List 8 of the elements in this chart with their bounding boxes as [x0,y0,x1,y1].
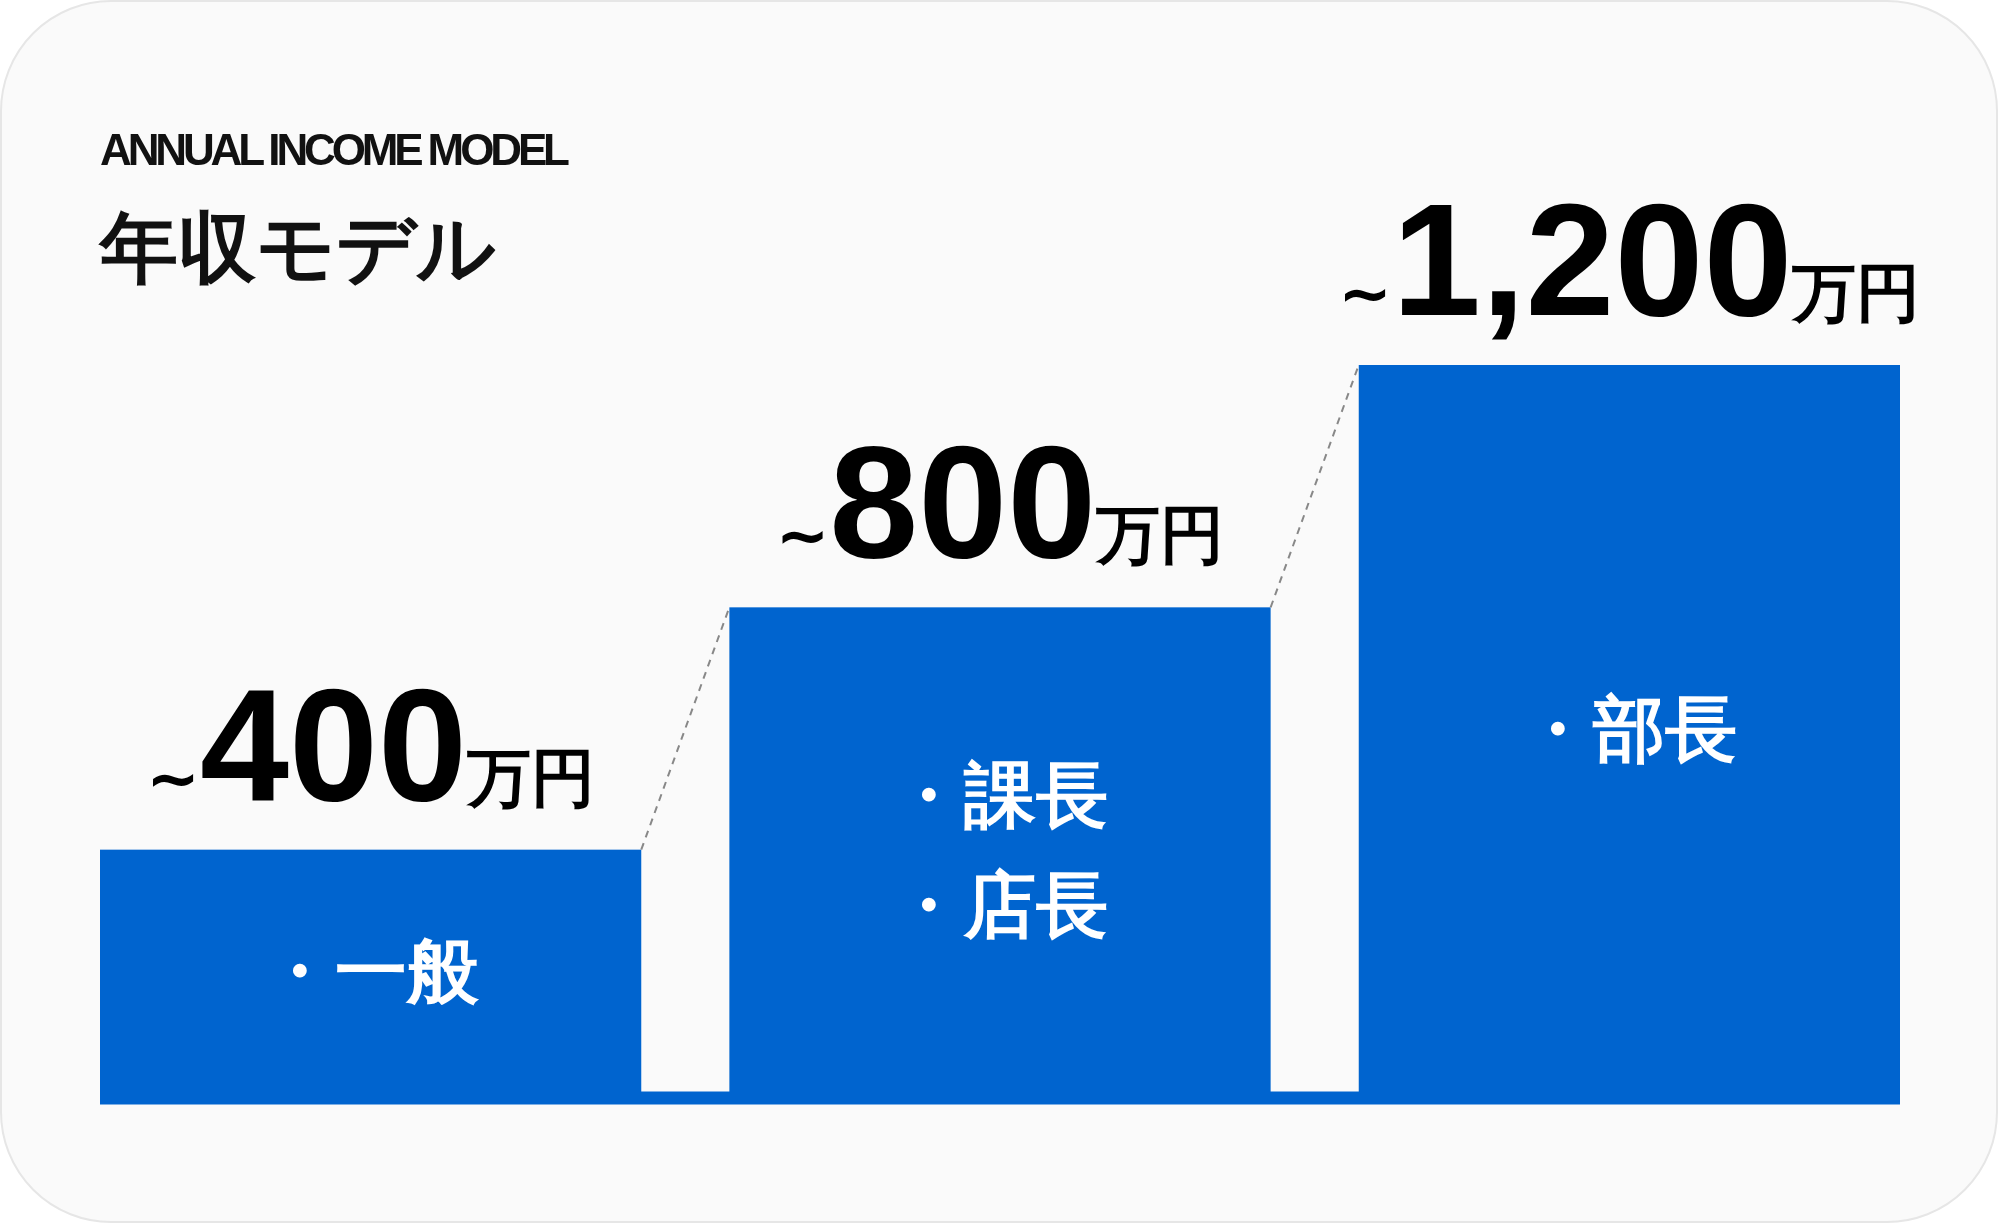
data-label: ~800万円 [775,412,1225,592]
chart-subtitle: ANNUAL INCOME MODEL [100,125,570,174]
x-tick-label: ・一般 [262,928,480,1013]
x-tick-label: ・課長・店長 [892,752,1108,947]
x-tick-label: ・部長 [1521,686,1738,771]
data-label: ~1,200万円 [1338,170,1921,349]
chart-title: 年収モデル [98,203,496,293]
data-label: ~400万円 [146,654,595,834]
